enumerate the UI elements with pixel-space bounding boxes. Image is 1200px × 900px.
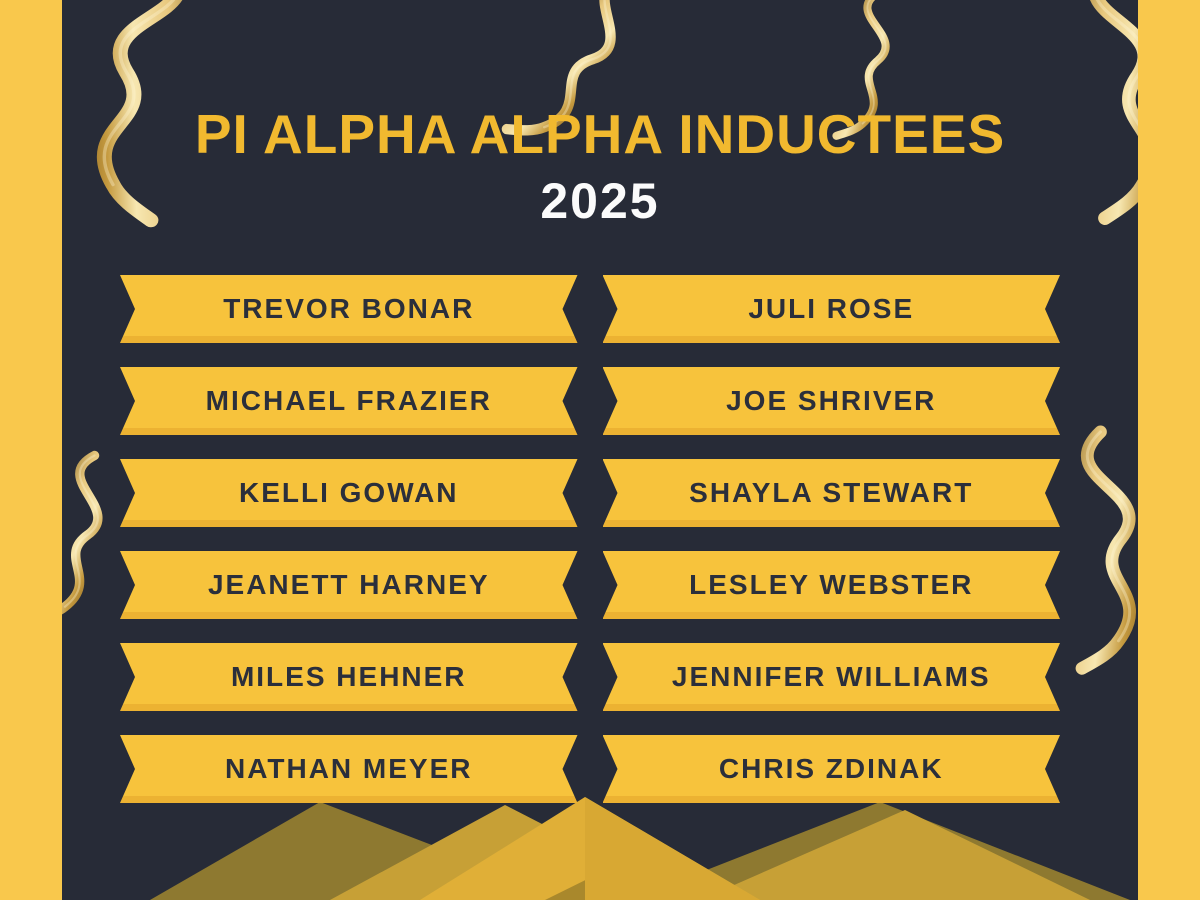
inductee-banner: MILES HEHNER [120,643,578,711]
inductee-name: LESLEY WEBSTER [689,569,974,600]
inductee-banner: JEANETT HARNEY [120,551,578,619]
inductee-name: KELLI GOWAN [238,477,459,508]
inductee-banner: NATHAN MEYER [120,735,578,803]
inductee-banner: JOE SHRIVER [603,367,1061,435]
inductee-name: NATHAN MEYER [225,753,473,784]
frame-right-border [1138,0,1200,900]
inductee-banner: KELLI GOWAN [120,459,578,527]
inductee-name: CHRIS ZDINAK [718,753,944,784]
frame-left-border [0,0,62,900]
inductee-name: TREVOR BONAR [223,293,475,324]
inductee-banner: MICHAEL FRAZIER [120,367,578,435]
inductee-name: JOE SHRIVER [726,385,937,416]
inductee-banner: JENNIFER WILLIAMS [603,643,1061,711]
poster-title: PI ALPHA ALPHA INDUCTEES [194,103,1006,165]
inductee-name: MICHAEL FRAZIER [205,385,492,416]
inductee-name: JENNIFER WILLIAMS [671,661,991,692]
inductee-banner-grid: TREVOR BONAR JULI ROSE MICHAEL FRAZIER J… [120,275,1060,803]
inductee-name: JEANETT HARNEY [207,569,490,600]
inductee-name: MILES HEHNER [230,661,467,692]
inductee-banner: SHAYLA STEWART [603,459,1061,527]
poster-year: 2025 [540,172,660,229]
inductee-banner: LESLEY WEBSTER [603,551,1061,619]
inductee-banner: TREVOR BONAR [120,275,578,343]
inductee-banner: CHRIS ZDINAK [603,735,1061,803]
inductee-banner: JULI ROSE [603,275,1061,343]
inductee-name: JULI ROSE [748,293,915,324]
poster-header: PI ALPHA ALPHA INDUCTEES 2025 [0,103,1200,229]
inductee-name: SHAYLA STEWART [689,477,974,508]
